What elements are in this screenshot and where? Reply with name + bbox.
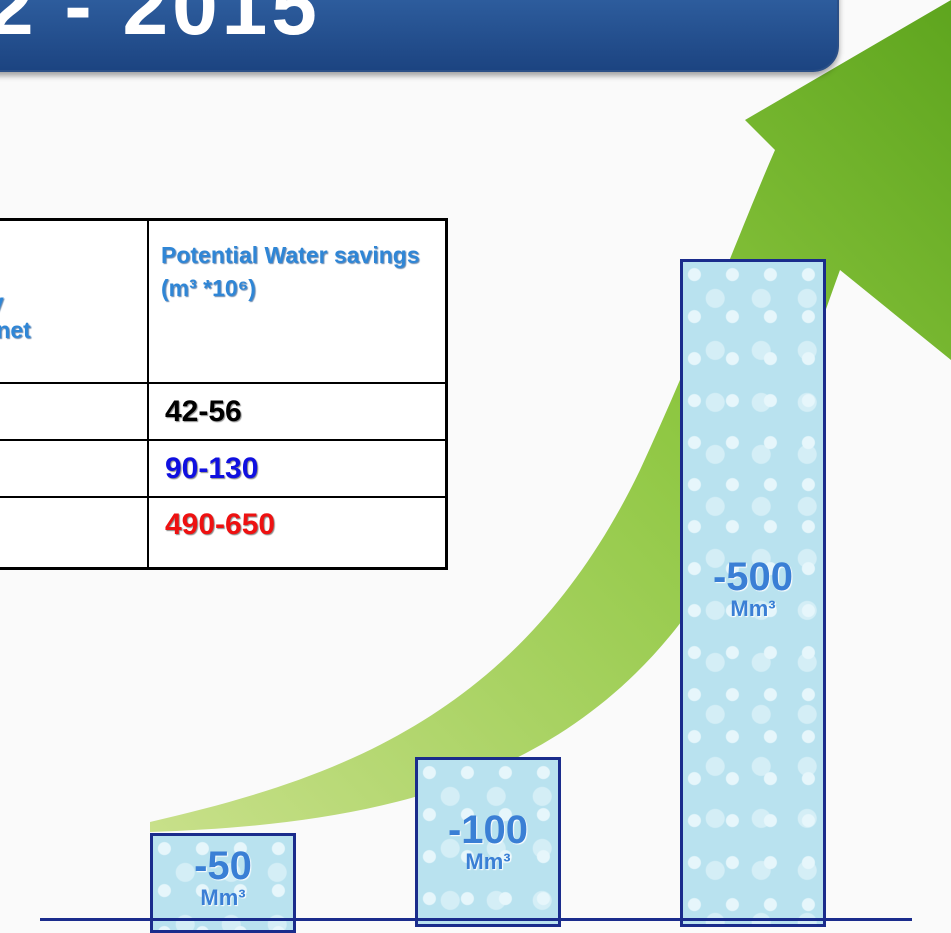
bar-unit: Mm³ (730, 596, 776, 621)
cell: 490-650 (165, 508, 276, 541)
cell: 90-130 (149, 441, 445, 498)
bar: -100 Mm³ (415, 757, 561, 927)
header-cell (0, 221, 149, 384)
cell: 42-56 (149, 384, 445, 441)
baseline (40, 918, 912, 921)
bar: -50 Mm³ (150, 833, 296, 933)
bar: -500 Mm³ (680, 259, 826, 927)
bar-value: -50 (194, 844, 252, 888)
cell (0, 498, 149, 567)
arrow (150, 0, 951, 832)
header-text: rinet (0, 317, 31, 343)
bar-unit: Mm³ (465, 849, 511, 874)
cell (0, 441, 149, 498)
bar-unit: Mm³ (200, 885, 246, 910)
bar-value: -500 (712, 555, 794, 599)
table: y rinet Potential Water savings (m³ *10⁶… (0, 218, 448, 570)
title: 2 - 2015 (0, 0, 321, 52)
bar-value: -100 (447, 808, 529, 852)
header-text: y (0, 289, 4, 316)
header-cell: Potential Water savings (m³ *10⁶) (149, 221, 445, 384)
cell (0, 384, 149, 441)
title-banner (0, 0, 839, 72)
